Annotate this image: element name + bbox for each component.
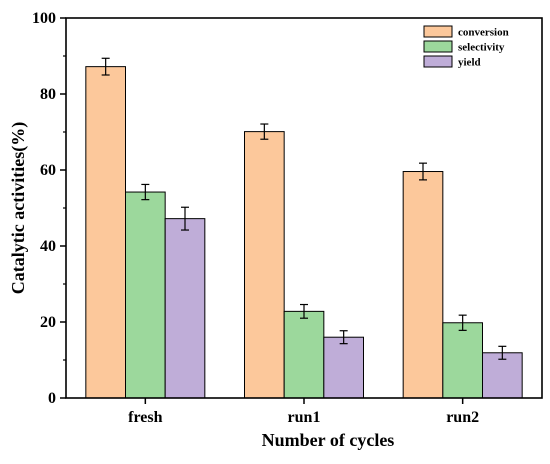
error-bar-selectivity-run2 [458,314,467,331]
error-bar-yield-run1 [339,330,348,345]
bar-selectivity-fresh [125,191,166,399]
bar-conversion-fresh [85,66,127,399]
axes: fresh run1 run2 0 20 40 60 80 100 [32,10,543,426]
error-bars [101,57,507,360]
legend-swatch-selectivity [423,40,453,53]
legend-label-selectivity: selectivity [458,42,505,54]
x-tick-label-run2: run2 [446,409,479,426]
bar-selectivity-run2 [442,322,484,399]
x-tick-label-run1: run1 [288,409,321,426]
bar-yield-run2 [482,352,523,399]
y-tick-label-0: 0 [48,390,56,407]
bar-yield-fresh [164,218,206,399]
legend-label-conversion: conversion [458,27,509,39]
x-tick-label-fresh: fresh [128,409,162,426]
legend-swatch-yield [423,55,453,68]
error-bar-conversion-run2 [419,162,427,181]
y-tick-label-20: 20 [40,314,56,331]
y-tick-label-40: 40 [40,238,56,255]
legend-label-yield: yield [458,57,481,69]
y-tick-label-100: 100 [32,10,56,27]
error-bar-selectivity-run1 [300,303,308,319]
bar-yield-run1 [323,336,365,399]
error-bar-selectivity-fresh [141,183,150,201]
error-bar-conversion-fresh [101,57,110,76]
bars [85,66,523,399]
y-tick-label-60: 60 [40,162,56,179]
bar-conversion-run1 [244,131,285,399]
bar-conversion-run2 [402,171,444,399]
y-tick-label-80: 80 [40,86,56,103]
x-axis-title: Number of cycles [262,430,395,450]
error-bar-conversion-run1 [260,123,269,140]
error-bar-yield-fresh [181,206,189,231]
error-bar-yield-run2 [498,345,507,360]
legend: conversion selectivity yield [423,25,509,69]
legend-swatch-conversion [423,25,453,38]
bar-selectivity-run1 [283,310,325,399]
y-axis-title: Catalytic activities(%) [8,122,29,294]
